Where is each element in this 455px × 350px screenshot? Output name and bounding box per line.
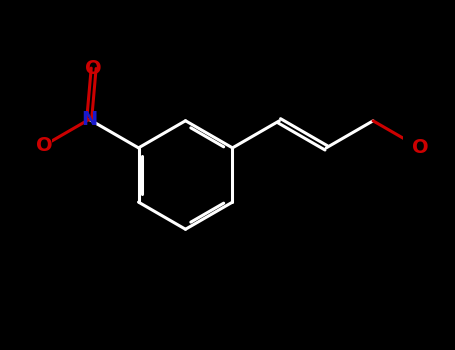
Text: N: N	[81, 110, 97, 129]
Text: O: O	[86, 59, 102, 78]
Text: O: O	[412, 138, 428, 158]
Text: O: O	[36, 135, 53, 155]
